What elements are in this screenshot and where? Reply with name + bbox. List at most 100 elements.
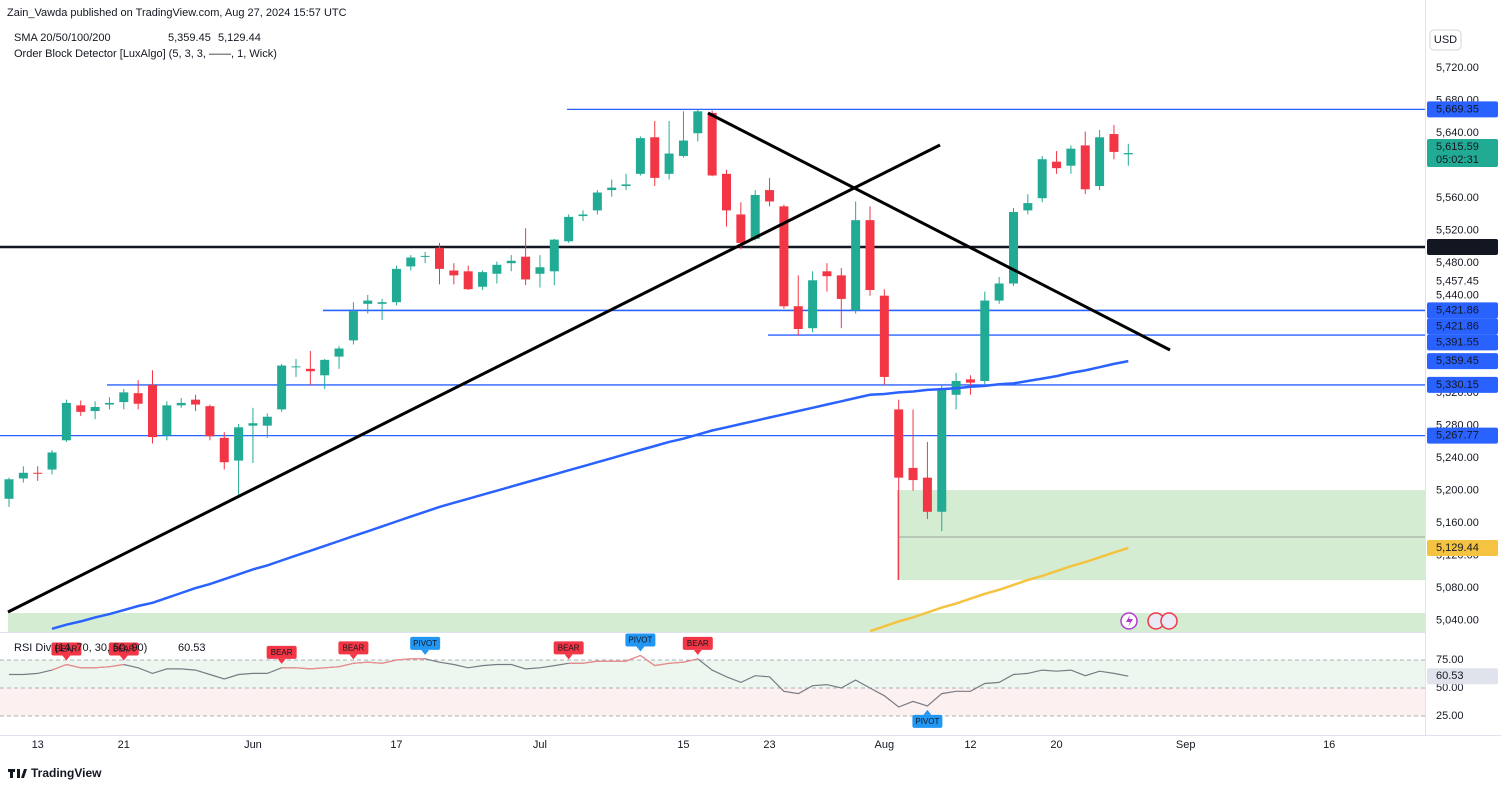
price-marks [4,109,1133,633]
candle-body [822,271,832,277]
rsi-tick-label: 75.00 [1436,654,1464,666]
candle-body [90,406,100,412]
axes: 5,720.005,680.005,640.005,560.005,520.00… [32,62,1498,751]
price-tick-label: 5,440.00 [1436,290,1479,302]
candle-body [205,406,215,437]
price-tick-label: 5,720.00 [1436,62,1479,74]
rsi-upper-band [0,659,1425,688]
rsi-tick-label: 25.00 [1436,710,1464,722]
rsi-signal-label: BEAR [558,643,580,652]
price-tag-label: 05:02:31 [1436,154,1479,166]
rising-trendline [7,143,941,614]
candle-body [1052,161,1062,169]
candle-body [521,256,531,280]
price-tag-label: 5,330.15 [1436,379,1479,391]
price-tag [1427,318,1498,335]
economic-event-icon[interactable] [1160,612,1178,630]
time-tick-label: 12 [964,739,976,751]
candle-body [219,437,229,463]
candle-body [650,137,660,178]
time-tick-label: Aug [875,739,895,751]
candle-body [248,423,258,426]
candle-body [793,306,803,329]
candle-body [1066,148,1076,166]
candle-body [908,467,918,481]
price-tag-label: 5,615.59 [1436,141,1479,153]
currency-button[interactable] [1429,29,1462,51]
candle-body [664,153,674,174]
rsi-pane: BEAR BEAR BEAR BEAR PIVOT BEAR PIVOT BEAR PIVOT R… [0,633,1425,728]
rsi-signal-label: PIVOT [915,717,939,726]
candle-body [1123,153,1133,155]
candle-body [478,272,488,287]
candle-body [348,311,358,341]
price-tag [1427,139,1498,168]
candle-body [191,399,201,405]
time-tick-label: 23 [763,739,775,751]
candle-body [234,427,244,461]
event-icons [1120,612,1178,630]
rsi-title: RSI Div (14, 70, 30, 50, 90) [14,642,147,654]
rsi-signal-pointer [564,654,573,660]
rsi-signal-box [410,636,441,650]
candle-body [707,112,717,176]
candle-body [750,194,760,239]
candle-body [377,302,387,304]
candle-body [47,452,57,470]
candle-body [808,280,818,329]
legend-order-block: Order Block Detector [LuxAlgo] (5, 3, 3,… [14,48,277,60]
candle-body [363,300,373,304]
candle-body [4,479,14,499]
candle-body [506,260,516,264]
candle-body [449,270,459,276]
price-tag-label: 5,391.55 [1436,336,1479,348]
rsi-signal-label: BEAR [113,645,135,654]
price-tick-label: 5,457.45 [1436,275,1479,287]
rsi-divergence-segment [281,658,426,670]
trendlines [7,111,1171,614]
rsi-signal-label: BEAR [271,648,293,657]
order-block-zone [8,613,1425,632]
time-tick-label: Sep [1176,739,1196,751]
rsi-signal-box [338,641,369,655]
candle-body [391,268,401,303]
candle-body [420,255,430,257]
rsi-signal-box [108,642,139,656]
candle-body [463,271,473,290]
rsi-signal-label: PIVOT [628,636,652,645]
rsi-signal-box [682,636,713,650]
time-tick-label: Jun [244,739,262,751]
brand-logo [8,769,27,778]
rsi-divergence-segment [51,663,124,671]
rsi-signal-pointer [923,709,932,715]
candle-body [564,216,574,242]
candle-body [1095,137,1105,187]
candle-body [635,138,645,174]
candle-body [678,140,688,156]
legend-value: 5,359.45 [168,32,211,44]
time-tick-label: 21 [118,739,130,751]
rsi-lower-band [0,687,1425,716]
candle-body [980,300,990,381]
price-tick-label: 5,520.00 [1436,225,1479,237]
publisher-line: Zain_Vawda published on TradingView.com,… [7,7,347,19]
candle-body [148,385,157,438]
candle-body [262,416,272,426]
candle-body [1037,159,1047,199]
rsi-signal-pointer [693,649,702,655]
price-tick-label: 5,560.00 [1436,192,1479,204]
candle-body [779,206,789,307]
rsi-value-tag-label: 60.53 [1436,670,1464,682]
rsi-signal-label: BEAR [343,643,365,652]
candle-body [965,379,975,383]
candle-body [320,359,330,376]
time-tick-label: 15 [677,739,689,751]
price-tick-label: 5,640.00 [1436,127,1479,139]
candle-body [722,173,731,211]
time-tick-label: 17 [390,739,402,751]
falling-trendline [707,111,1171,352]
candle-body [492,264,502,274]
candle-body [994,283,1004,301]
